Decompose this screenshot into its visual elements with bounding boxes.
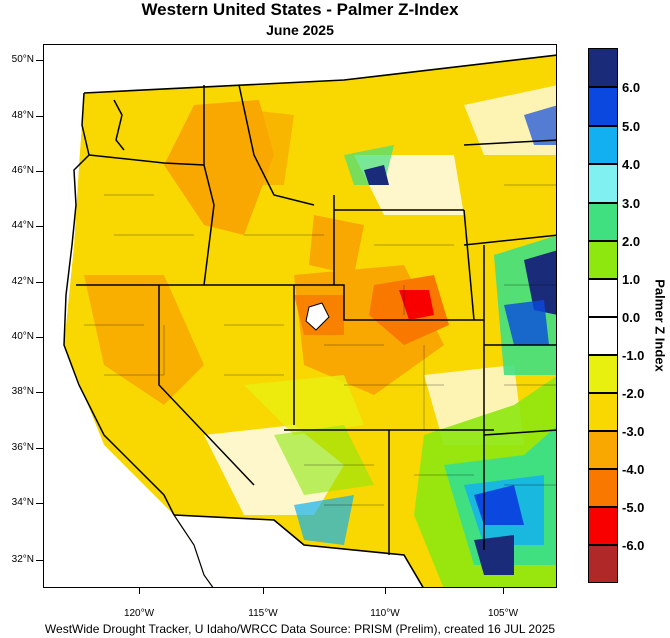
lat-tick	[36, 60, 43, 61]
wet-area-blue	[504, 300, 549, 345]
colorbar-swatch	[588, 317, 618, 355]
lat-tick	[36, 282, 43, 283]
colorbar-label: 0.0	[622, 310, 641, 325]
colorbar-swatch	[588, 164, 618, 203]
lat-label: 44°N	[11, 220, 34, 231]
dry-patch-orange	[84, 275, 204, 405]
lat-label: 40°N	[11, 331, 34, 342]
colorbar-label: -6.0	[622, 538, 645, 553]
lat-tick	[36, 226, 43, 227]
sd-ne-border	[463, 234, 556, 246]
colorbar-label: -4.0	[622, 462, 645, 477]
lon-tick	[139, 588, 140, 594]
wet-area-blue	[524, 105, 556, 145]
colorbar-swatch	[588, 355, 618, 393]
division-lines	[84, 184, 556, 506]
colorbar-label: -5.0	[622, 500, 645, 515]
lat-label: 34°N	[11, 497, 34, 508]
lat-tick	[36, 337, 43, 338]
map-canvas	[44, 45, 556, 587]
wet-area-cyan	[294, 495, 354, 545]
lat-label: 50°N	[11, 54, 34, 65]
lat-label: 38°N	[11, 386, 34, 397]
colorbar-label: 3.0	[622, 196, 641, 211]
great-salt-lake	[305, 302, 330, 331]
colorbar-label: 1.0	[622, 272, 641, 287]
wet-area-navy	[364, 165, 389, 185]
colorbar-swatch	[588, 545, 618, 583]
lon-tick	[263, 588, 264, 594]
colorbar-title: Palmer Z Index	[652, 279, 668, 372]
lat-tick	[36, 171, 43, 172]
wet-area-green	[274, 425, 374, 495]
colorbar-label: 6.0	[622, 80, 641, 95]
colorbar-label: -3.0	[622, 424, 645, 439]
wet-area-blue	[474, 485, 524, 525]
puget-sound	[113, 99, 125, 151]
credit-footer: WestWide Drought Tracker, U Idaho/WRCC D…	[44, 622, 556, 636]
lat-label: 32°N	[11, 554, 34, 565]
colorbar-swatch	[588, 507, 618, 545]
wy-ne-border	[463, 209, 475, 321]
mexico-border	[173, 514, 424, 587]
lon-tick	[503, 588, 504, 594]
wy-co-ut-border	[294, 284, 484, 321]
colorbar-label: -1.0	[622, 348, 645, 363]
colorbar-label: 5.0	[622, 119, 641, 134]
lon-label: 115°W	[248, 608, 278, 619]
map-subtitle: June 2025	[266, 22, 334, 38]
lon-label: 105°W	[487, 608, 519, 619]
lat-tick	[36, 116, 43, 117]
colorbar-label: 4.0	[622, 157, 641, 172]
map-panel	[43, 44, 557, 588]
lat-label: 36°N	[11, 442, 34, 453]
lon-label: 110°W	[370, 608, 400, 619]
slightly-dry-area	[244, 375, 364, 435]
canada-area	[44, 45, 556, 93]
map-title: Western United States - Palmer Z-Index	[141, 0, 459, 19]
baja-coast	[173, 514, 214, 587]
id-or-border	[203, 164, 215, 286]
mexico-area	[174, 515, 423, 587]
lat-tick	[36, 392, 43, 393]
colorbar-swatch	[588, 203, 618, 241]
lon-label: 120°W	[123, 608, 155, 619]
wet-area-navy	[524, 250, 556, 315]
colorbar-swatch	[588, 431, 618, 469]
id-mt-border	[238, 84, 315, 206]
colorbar-label: 2.0	[622, 234, 641, 249]
or-wa-border	[88, 154, 205, 166]
dry-patch-orange	[204, 105, 294, 185]
ks-ok-border	[483, 429, 556, 436]
lat-tick	[36, 560, 43, 561]
dry-core-red	[399, 290, 434, 320]
ca-nv-border	[158, 285, 255, 486]
colorbar-swatch	[588, 279, 618, 317]
lat-label: 48°N	[11, 110, 34, 121]
colorbar-label: -2.0	[622, 386, 645, 401]
canada-border	[83, 54, 556, 94]
colorbar-swatch	[588, 241, 618, 279]
lat-tick	[36, 448, 43, 449]
lat-label: 42°N	[11, 276, 34, 287]
colorbar-swatch	[588, 126, 618, 164]
lat-tick	[36, 503, 43, 504]
lat-label: 46°N	[11, 165, 34, 176]
lon-tick	[385, 588, 386, 594]
colorbar-swatch	[588, 48, 618, 87]
pacific-ocean	[44, 45, 213, 587]
nd-sd-border	[463, 139, 556, 146]
dry-patch-orange	[309, 215, 364, 275]
colorbar-swatch	[588, 469, 618, 507]
colorbar-swatch	[588, 87, 618, 126]
colorbar-swatch	[588, 393, 618, 431]
